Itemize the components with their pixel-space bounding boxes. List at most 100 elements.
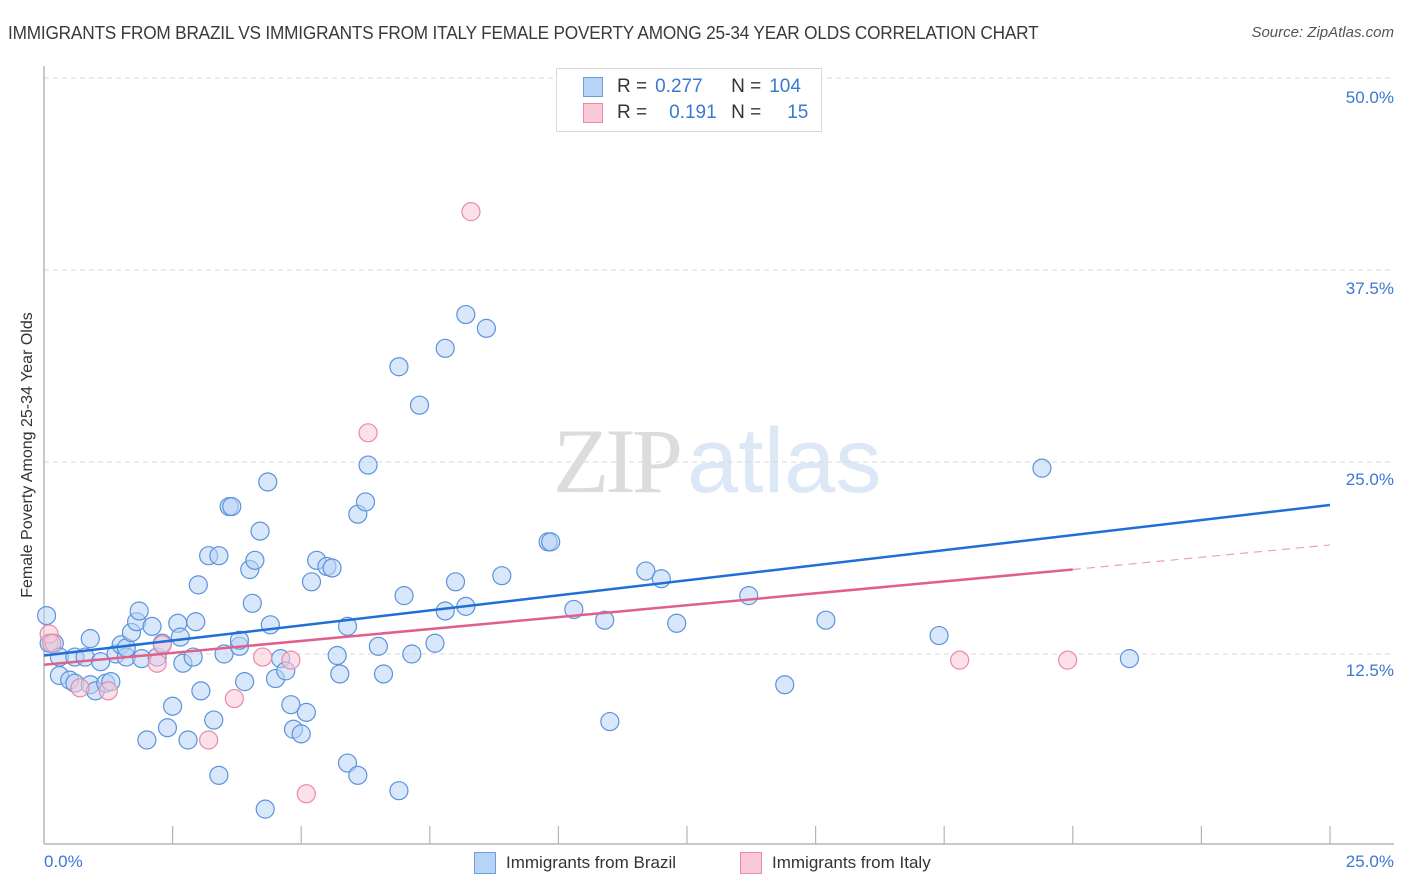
data-point — [595, 610, 615, 630]
data-point — [142, 616, 162, 636]
data-point — [337, 616, 358, 636]
data-point — [1032, 458, 1052, 478]
r-label: R = — [617, 102, 648, 123]
data-point — [564, 599, 584, 620]
data-point — [255, 799, 275, 819]
y-tick-50: 50.0% — [1345, 88, 1394, 107]
data-point — [402, 644, 422, 664]
data-point — [389, 781, 409, 801]
data-point — [322, 558, 342, 578]
trend-lines — [43, 503, 1331, 666]
data-point — [358, 455, 378, 475]
data-point — [152, 635, 172, 655]
y-tick-12-5: 12.5% — [1345, 661, 1394, 680]
data-point — [98, 681, 118, 701]
stats-row-italy: R = 0.191 N = 15 — [583, 101, 808, 125]
data-point — [600, 711, 620, 732]
data-point — [137, 730, 157, 750]
data-point — [191, 681, 211, 701]
data-point — [373, 664, 394, 684]
data-point — [258, 472, 278, 492]
data-point — [456, 304, 476, 325]
y-tick-37-5: 37.5% — [1345, 279, 1394, 298]
brazil-swatch-icon — [583, 77, 603, 97]
data-point — [296, 702, 316, 722]
data-point — [435, 601, 455, 621]
legend-item-brazil[interactable]: Immigrants from Brazil — [474, 852, 676, 874]
x-tick-0: 0.0% — [44, 852, 83, 871]
data-point — [242, 593, 262, 613]
data-point — [157, 718, 178, 738]
data-point — [186, 612, 206, 632]
legend-item-italy[interactable]: Immigrants from Italy — [740, 852, 931, 874]
data-point — [199, 730, 219, 750]
r-value-italy: 0.191 — [669, 102, 717, 123]
data-point — [209, 546, 229, 566]
data-point — [42, 633, 62, 653]
data-point — [245, 550, 265, 570]
data-point — [348, 765, 368, 785]
data-point — [445, 572, 466, 592]
data-point — [950, 650, 970, 670]
source-label: Source: ZipAtlas.com — [1251, 24, 1394, 41]
data-point — [337, 753, 358, 773]
data-point — [281, 650, 301, 670]
data-point — [775, 675, 795, 695]
data-point — [36, 605, 57, 626]
data-point — [163, 696, 183, 716]
data-point — [636, 561, 656, 581]
data-point — [358, 423, 378, 443]
data-point — [80, 629, 100, 649]
data-point — [170, 627, 190, 647]
legend-label-italy: Immigrants from Italy — [772, 853, 931, 872]
italy-trend-extension — [1072, 544, 1331, 571]
data-point — [260, 615, 280, 635]
data-point — [229, 630, 250, 650]
data-point — [296, 784, 316, 804]
data-point — [1058, 650, 1078, 670]
n-value-brazil: 104 — [769, 76, 801, 97]
data-point — [224, 688, 244, 709]
y-axis-label: Female Poverty Among 25-34 Year Olds — [19, 312, 36, 598]
data-point — [541, 532, 561, 552]
data-point — [281, 695, 301, 715]
data-point — [394, 586, 414, 606]
data-point — [425, 633, 445, 653]
data-point — [188, 575, 208, 595]
stats-row-brazil: R = 0.277 N = 104 — [583, 75, 801, 99]
data-point — [330, 664, 350, 684]
axes — [43, 66, 1394, 845]
italy-swatch-icon — [583, 103, 603, 123]
brazil-points — [36, 304, 1139, 819]
y-tick-25: 25.0% — [1345, 470, 1394, 489]
data-point — [178, 730, 198, 750]
data-point — [209, 765, 229, 785]
data-point — [90, 652, 111, 672]
data-point — [204, 710, 224, 730]
data-point — [250, 521, 270, 541]
data-point — [291, 724, 311, 744]
data-point — [816, 610, 836, 630]
data-point — [235, 672, 255, 692]
data-point — [389, 357, 409, 377]
italy-points — [39, 202, 1078, 804]
data-point — [129, 601, 149, 621]
data-point — [492, 566, 512, 586]
data-point — [327, 645, 347, 666]
data-point — [70, 678, 90, 698]
r-value-brazil: 0.277 — [655, 76, 703, 97]
data-point — [368, 636, 388, 656]
brazil-trend-line — [43, 503, 1331, 657]
data-point — [222, 496, 242, 517]
n-value-italy: 15 — [787, 102, 809, 123]
n-label: N = — [731, 102, 762, 123]
stats-legend: R = 0.277 N = 104 R = 0.191 N = 15 — [556, 68, 822, 132]
data-point — [301, 572, 322, 592]
data-point — [147, 653, 167, 673]
data-point — [409, 395, 430, 415]
data-point — [461, 202, 481, 222]
chart-title: IMMIGRANTS FROM BRAZIL VS IMMIGRANTS FRO… — [8, 22, 1039, 43]
data-point — [253, 647, 273, 667]
data-point — [476, 318, 496, 338]
